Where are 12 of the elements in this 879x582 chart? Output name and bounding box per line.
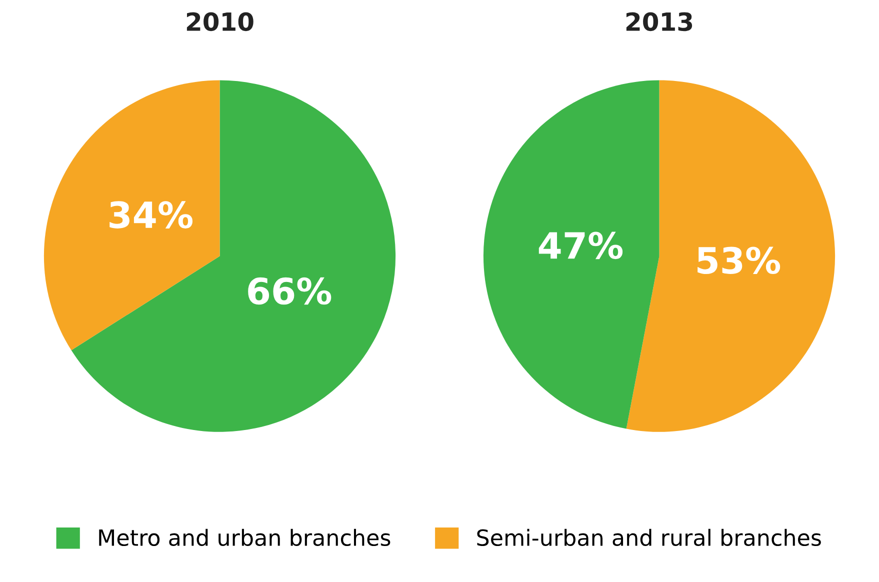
data-label: 47% <box>538 232 623 260</box>
legend-label: Metro and urban branches <box>99 528 390 546</box>
pie-slice <box>44 80 220 350</box>
legend-label: Semi-urban and rural branches <box>477 528 821 546</box>
chart-title: 2013 <box>626 12 692 32</box>
data-label: 53% <box>698 246 780 274</box>
pie-slice <box>484 80 660 429</box>
data-label: 66% <box>248 277 332 305</box>
pie-slice <box>626 80 836 432</box>
chart-title: 2010 <box>186 12 254 32</box>
data-label: 34% <box>110 201 192 228</box>
pie-slice <box>71 80 396 432</box>
